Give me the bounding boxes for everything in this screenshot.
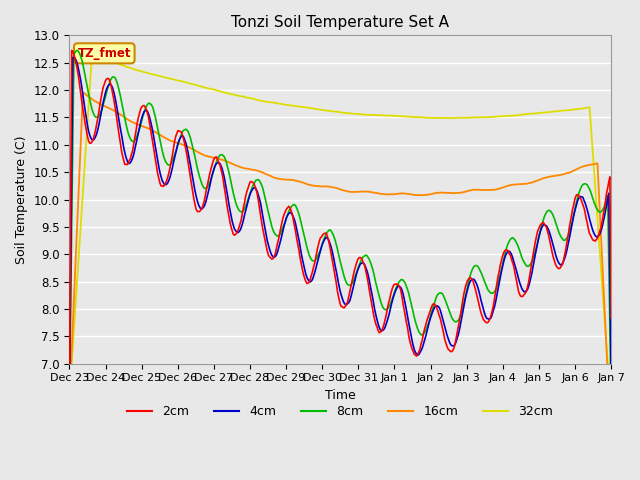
4cm: [465, 283, 472, 288]
8cm: [65, 401, 73, 407]
Y-axis label: Soil Temperature (C): Soil Temperature (C): [15, 135, 28, 264]
8cm: [235, 207, 243, 213]
2cm: [370, 312, 378, 318]
2cm: [559, 262, 566, 267]
32cm: [370, 112, 378, 118]
8cm: [559, 236, 566, 242]
16cm: [79, 89, 87, 95]
8cm: [370, 270, 378, 276]
16cm: [295, 179, 303, 184]
16cm: [559, 172, 566, 178]
X-axis label: Time: Time: [325, 389, 356, 402]
4cm: [370, 300, 378, 306]
32cm: [607, 408, 615, 413]
32cm: [396, 113, 403, 119]
Line: 8cm: 8cm: [69, 50, 611, 404]
32cm: [65, 395, 73, 401]
4cm: [69, 55, 77, 60]
2cm: [607, 315, 615, 321]
Text: TZ_fmet: TZ_fmet: [77, 47, 131, 60]
32cm: [465, 115, 472, 120]
Line: 4cm: 4cm: [69, 58, 611, 403]
2cm: [65, 396, 73, 402]
4cm: [295, 237, 303, 243]
8cm: [465, 279, 472, 285]
16cm: [607, 440, 615, 446]
2cm: [396, 284, 403, 289]
4cm: [607, 371, 615, 377]
4cm: [235, 229, 243, 235]
4cm: [65, 400, 73, 406]
2cm: [235, 224, 243, 230]
Legend: 2cm, 4cm, 8cm, 16cm, 32cm: 2cm, 4cm, 8cm, 16cm, 32cm: [122, 400, 558, 423]
2cm: [68, 48, 76, 53]
16cm: [235, 164, 243, 169]
16cm: [396, 191, 403, 196]
4cm: [396, 284, 403, 289]
32cm: [235, 93, 243, 99]
32cm: [88, 51, 96, 57]
8cm: [74, 48, 81, 53]
2cm: [465, 276, 472, 282]
8cm: [396, 278, 403, 284]
16cm: [465, 188, 472, 193]
8cm: [607, 396, 615, 401]
4cm: [559, 261, 566, 266]
8cm: [295, 211, 303, 217]
Line: 32cm: 32cm: [69, 54, 611, 410]
16cm: [65, 401, 73, 407]
Line: 16cm: 16cm: [69, 92, 611, 443]
Line: 2cm: 2cm: [69, 50, 611, 399]
2cm: [295, 248, 303, 253]
32cm: [295, 104, 303, 109]
Title: Tonzi Soil Temperature Set A: Tonzi Soil Temperature Set A: [231, 15, 449, 30]
16cm: [370, 190, 378, 195]
32cm: [559, 108, 566, 113]
